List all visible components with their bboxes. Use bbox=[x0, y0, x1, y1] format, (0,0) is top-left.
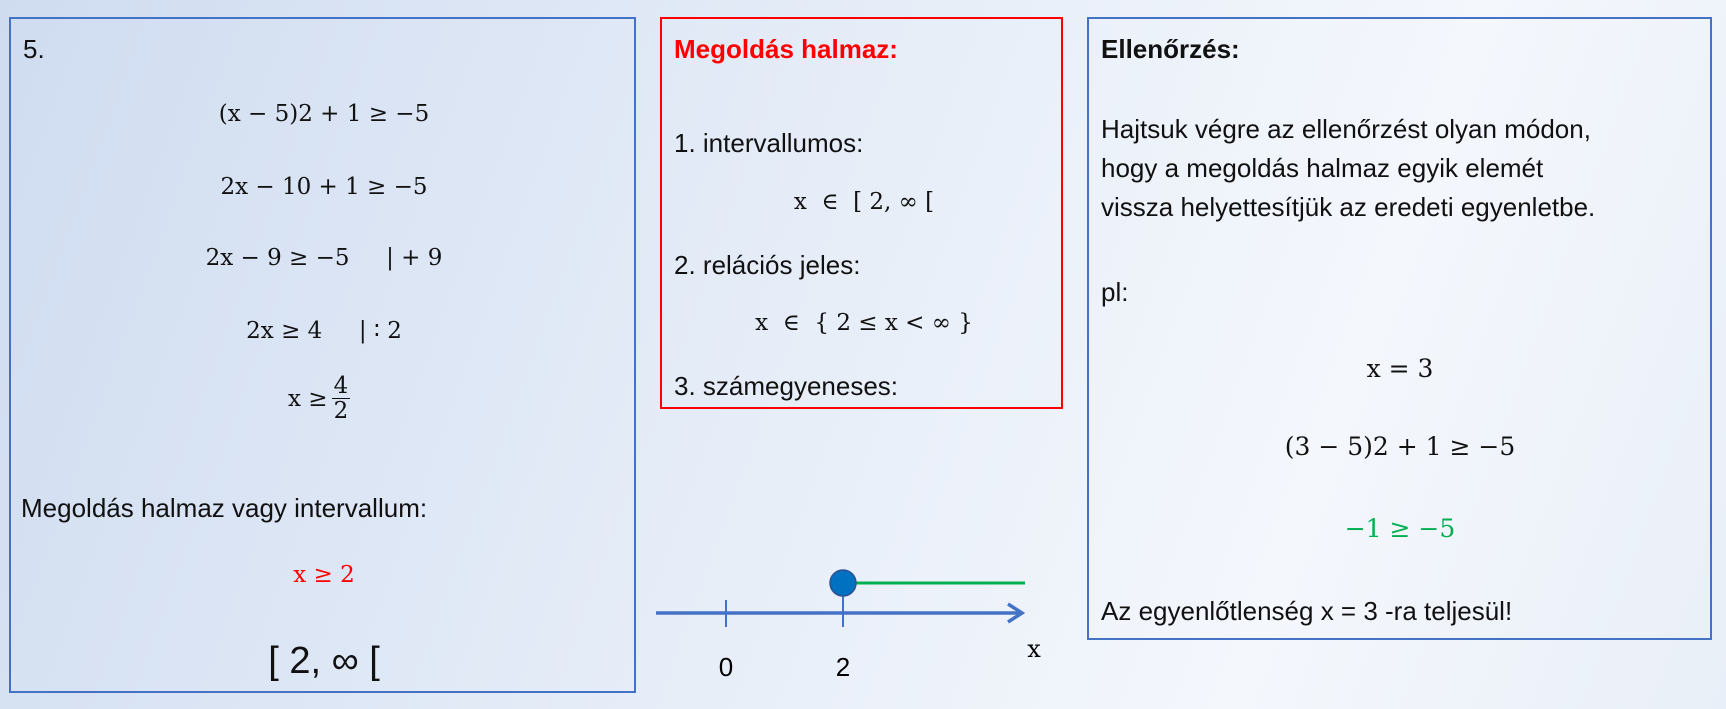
relation-notation-label: 2. relációs jeles: bbox=[674, 250, 861, 280]
verification-title: Ellenőrzés: bbox=[1101, 34, 1240, 64]
conclusion: Az egyenlőtlenség x = 3 -ra teljesül! bbox=[1101, 596, 1513, 626]
step-2: 2x − 10 + 1 ≥ −5 bbox=[220, 174, 428, 200]
interval-notation-label: 1. intervallumos: bbox=[674, 128, 864, 158]
axis-arrow-icon bbox=[1007, 602, 1026, 624]
fraction-step: x ≥ 4 2 bbox=[288, 373, 351, 425]
test-value: x = 3 bbox=[1366, 354, 1434, 383]
paragraph-line-2: hogy a megoldás halmaz egyik elemét bbox=[1101, 153, 1544, 183]
number-line-label: 3. számegyeneses: bbox=[674, 371, 899, 401]
number-line: 0 2 x bbox=[656, 569, 1041, 682]
step-3: 2x − 9 ≥ −5 | + 9 bbox=[205, 245, 443, 271]
result-interval: [ 2, ∞ [ bbox=[268, 640, 380, 682]
solution-set-label: Megoldás halmaz vagy intervallum: bbox=[21, 493, 428, 523]
step-4: 2x ≥ 4 | ∶ 2 bbox=[246, 318, 402, 344]
fraction-lhs: x ≥ bbox=[288, 385, 328, 412]
exercise-number: 5. bbox=[23, 34, 45, 64]
substituted-inequality: (3 − 5)2 + 1 ≥ −5 bbox=[1284, 432, 1516, 461]
solution-set-panel: Megoldás halmaz: 1. intervallumos: x ∈ [… bbox=[660, 17, 1063, 409]
tick-label-0: 0 bbox=[719, 652, 733, 682]
interval-notation-value: x ∈ [ 2, ∞ [ bbox=[793, 189, 935, 215]
solution-set-title: Megoldás halmaz: bbox=[674, 34, 898, 64]
paragraph-line-1: Hajtsuk végre az ellenőrzést olyan módon… bbox=[1101, 114, 1591, 144]
axis-label: x bbox=[1027, 635, 1041, 663]
fraction-numerator: 4 bbox=[331, 373, 351, 400]
evaluated-inequality: −1 ≥ −5 bbox=[1344, 514, 1456, 543]
paragraph-line-3: vissza helyettesítjük az eredeti egyenle… bbox=[1101, 192, 1596, 222]
fraction-denominator: 2 bbox=[333, 398, 349, 425]
verification-panel: Ellenőrzés: Hajtsuk végre az ellenőrzést… bbox=[1087, 17, 1712, 640]
step-1: (x − 5)2 + 1 ≥ −5 bbox=[218, 101, 430, 127]
tick-label-2: 2 bbox=[836, 652, 850, 682]
result-inequality: x ≥ 2 bbox=[293, 562, 355, 588]
solution-steps-panel: 5. (x − 5)2 + 1 ≥ −5 2x − 10 + 1 ≥ −5 2x… bbox=[9, 17, 636, 693]
relation-notation-value: x ∈ { 2 ≤ x < ∞ } bbox=[755, 310, 973, 336]
example-label: pl: bbox=[1101, 277, 1129, 307]
closed-point bbox=[829, 569, 857, 597]
